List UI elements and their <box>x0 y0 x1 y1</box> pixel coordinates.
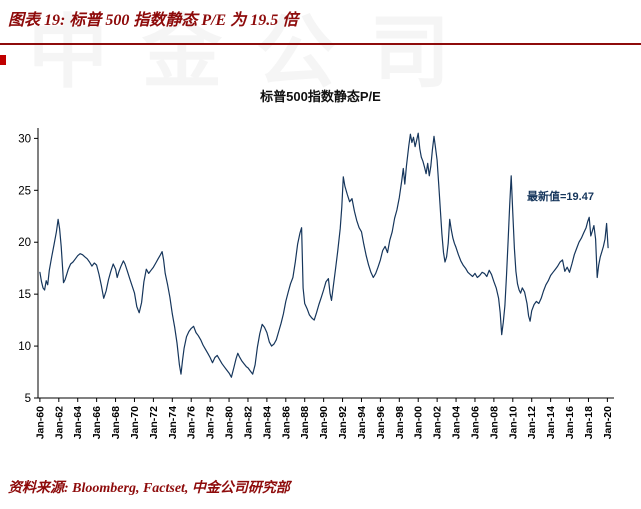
x-tick-label: Jan-96 <box>375 406 387 439</box>
x-tick-label: Jan-78 <box>205 406 217 439</box>
x-tick-label: Jan-20 <box>602 406 614 439</box>
x-axis-ticks: Jan-60 Jan-62 Jan-64 Jan-66 Jan-68 Jan-70 Jan-… <box>34 398 614 439</box>
x-tick-label: Jan-76 <box>186 406 198 439</box>
x-tick-label: Jan-92 <box>337 406 349 439</box>
x-tick-label: Jan-86 <box>280 406 292 439</box>
y-tick-label: 30 <box>18 133 31 145</box>
chart-title: 标普500指数静态P/E <box>260 89 381 104</box>
x-tick-label: Jan-68 <box>110 406 122 439</box>
x-tick-label: Jan-98 <box>394 406 406 439</box>
x-tick-label: Jan-72 <box>148 406 160 439</box>
x-tick-label: Jan-70 <box>129 406 141 439</box>
y-tick-label: 10 <box>18 341 31 353</box>
y-tick-label: 20 <box>18 237 31 249</box>
x-tick-label: Jan-04 <box>451 406 463 439</box>
x-tick-label: Jan-16 <box>564 406 576 439</box>
x-tick-label: Jan-66 <box>91 406 103 439</box>
caption-divider <box>0 43 641 45</box>
x-tick-label: Jan-12 <box>526 406 538 439</box>
y-tick-label: 25 <box>18 185 31 197</box>
x-tick-label: Jan-74 <box>167 406 179 439</box>
x-tick-label: Jan-10 <box>507 406 519 439</box>
y-axis-ticks: 5 10 15 20 25 30 <box>18 133 38 405</box>
x-tick-label: Jan-90 <box>318 406 330 439</box>
x-tick-label: Jan-88 <box>299 406 311 439</box>
x-tick-label: Jan-02 <box>432 406 444 439</box>
red-edge-marker <box>0 55 6 65</box>
figure-caption: 图表 19: 标普 500 指数静态 P/E 为 19.5 倍 <box>8 12 299 29</box>
pe-series-line <box>39 132 609 378</box>
x-tick-label: Jan-06 <box>469 406 481 439</box>
y-tick-label: 5 <box>25 393 31 405</box>
x-tick-label: Jan-82 <box>242 406 254 439</box>
x-tick-label: Jan-94 <box>356 406 368 439</box>
x-tick-label: Jan-60 <box>34 406 46 439</box>
x-tick-label: Jan-84 <box>261 406 273 439</box>
x-tick-label: Jan-08 <box>488 406 500 439</box>
source-note: 资料来源: Bloomberg, Factset, 中金公司研究部 <box>8 481 290 496</box>
x-tick-label: Jan-00 <box>413 406 425 439</box>
x-tick-label: Jan-64 <box>72 406 84 439</box>
x-tick-label: Jan-14 <box>545 406 557 439</box>
x-tick-label: Jan-62 <box>53 406 65 439</box>
x-tick-label: Jan-80 <box>224 406 236 439</box>
x-tick-label: Jan-18 <box>583 406 595 439</box>
latest-value-annotation: 最新值=19.47 <box>527 191 594 203</box>
y-tick-label: 15 <box>18 289 31 301</box>
